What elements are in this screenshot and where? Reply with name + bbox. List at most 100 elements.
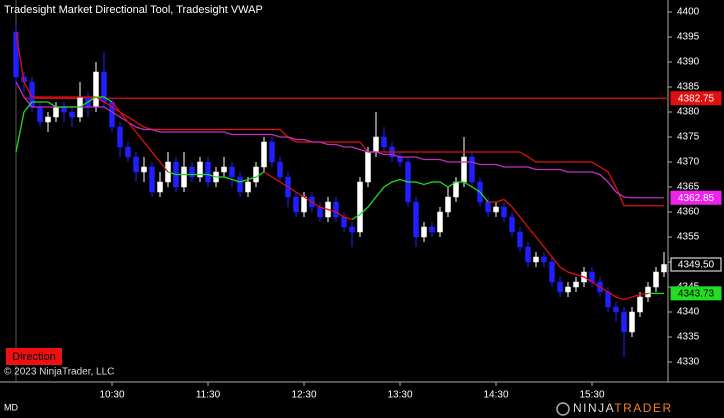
candle-body xyxy=(189,166,195,178)
candle-body xyxy=(629,311,635,333)
price-marker-label: 4362.85 xyxy=(678,193,715,204)
candle-body xyxy=(261,141,267,168)
y-tick-label: 4400 xyxy=(677,7,700,18)
candle-body xyxy=(149,166,155,193)
candle-body xyxy=(525,246,531,263)
candle-body xyxy=(645,286,651,298)
price-marker-label: 4343.73 xyxy=(678,288,715,299)
candle-body xyxy=(557,281,563,293)
x-tick-label: 11:30 xyxy=(196,390,221,401)
x-tick-label: 13:30 xyxy=(387,390,412,401)
candle-body xyxy=(61,106,67,113)
candle-body xyxy=(237,176,243,193)
candle-body xyxy=(205,161,211,183)
y-tick-label: 4375 xyxy=(677,132,700,143)
candle-body xyxy=(69,111,75,118)
y-tick-label: 4390 xyxy=(677,57,700,68)
price-marker xyxy=(670,257,722,272)
candle-body xyxy=(181,166,187,188)
candle-body xyxy=(157,181,163,193)
logo-icon xyxy=(556,402,570,416)
price-marker xyxy=(670,286,722,301)
candle-body xyxy=(253,166,259,183)
candle-body xyxy=(141,166,147,173)
y-tick-label: 4340 xyxy=(677,307,700,318)
x-tick-label: 12:30 xyxy=(291,390,316,401)
x-tick-label: 14:30 xyxy=(483,390,508,401)
candle-body xyxy=(221,166,227,173)
price-marker xyxy=(670,190,722,205)
candle-body xyxy=(245,181,251,193)
y-tick-label: 4380 xyxy=(677,107,700,118)
candle-body xyxy=(229,166,235,178)
candle-body xyxy=(621,311,627,333)
x-tick-label: 10:30 xyxy=(99,390,124,401)
y-tick-label: 4330 xyxy=(677,357,700,368)
y-tick-label: 4360 xyxy=(677,207,700,218)
candle-body xyxy=(549,261,555,283)
price-marker xyxy=(670,91,722,106)
logo: NINJATRADER xyxy=(573,401,673,415)
candle-body xyxy=(381,136,387,148)
candle-body xyxy=(197,161,203,178)
y-tick-label: 4370 xyxy=(677,157,700,168)
candle-body xyxy=(493,206,499,213)
candle-body xyxy=(565,286,571,293)
candle-body xyxy=(117,126,123,148)
candle-body xyxy=(293,196,299,213)
candle-body xyxy=(333,201,339,218)
candle-body xyxy=(365,151,371,183)
y-tick-label: 4365 xyxy=(677,182,700,193)
direction-button[interactable] xyxy=(6,348,62,365)
candle-body xyxy=(637,296,643,313)
candle-body xyxy=(429,226,435,233)
candle-body xyxy=(469,156,475,183)
candle-body xyxy=(125,146,131,158)
candle-body xyxy=(13,31,19,78)
candle-body xyxy=(413,201,419,238)
logo-right: TRADER xyxy=(614,401,672,415)
candle-body xyxy=(453,181,459,198)
candle-body xyxy=(277,161,283,178)
price-marker-label: 4382.75 xyxy=(678,93,715,104)
candle-body xyxy=(397,156,403,163)
candle-body xyxy=(341,216,347,228)
candle-body xyxy=(357,181,363,233)
candle-body xyxy=(37,106,43,123)
candle-body xyxy=(301,196,307,213)
candle-body xyxy=(605,291,611,308)
candle-body xyxy=(517,231,523,248)
indicator-line xyxy=(15,81,664,199)
candle-body xyxy=(653,271,659,288)
candle-body xyxy=(133,156,139,173)
candle-body xyxy=(461,156,467,183)
candle-body xyxy=(661,264,667,273)
chart-title: Tradesight Market Directional Tool, Trad… xyxy=(4,4,263,16)
indicator-line xyxy=(111,101,649,301)
candle-body xyxy=(573,281,579,288)
candle-body xyxy=(373,136,379,153)
candle-body xyxy=(437,211,443,233)
indicator-line xyxy=(15,31,664,207)
candle-body xyxy=(349,226,355,233)
candle-body xyxy=(421,226,427,238)
candle-body xyxy=(317,206,323,218)
y-tick-label: 4395 xyxy=(677,32,700,43)
y-tick-label: 4335 xyxy=(677,332,700,343)
candle-body xyxy=(269,141,275,163)
direction-button-label[interactable]: Direction xyxy=(12,351,55,363)
indicator-line xyxy=(15,96,664,295)
logo-left: NINJA xyxy=(573,401,614,415)
candle-body xyxy=(53,106,59,118)
y-tick-label: 4355 xyxy=(677,232,700,243)
candle-body xyxy=(93,71,99,108)
candle-body xyxy=(509,216,515,233)
copyright: © 2023 NinjaTrader, LLC xyxy=(4,367,114,378)
y-tick-label: 4385 xyxy=(677,82,700,93)
candle-body xyxy=(45,116,51,123)
candle-body xyxy=(445,196,451,213)
candle-body xyxy=(613,306,619,313)
instrument-label: MD xyxy=(4,402,18,412)
x-tick-label: 15:30 xyxy=(579,390,604,401)
